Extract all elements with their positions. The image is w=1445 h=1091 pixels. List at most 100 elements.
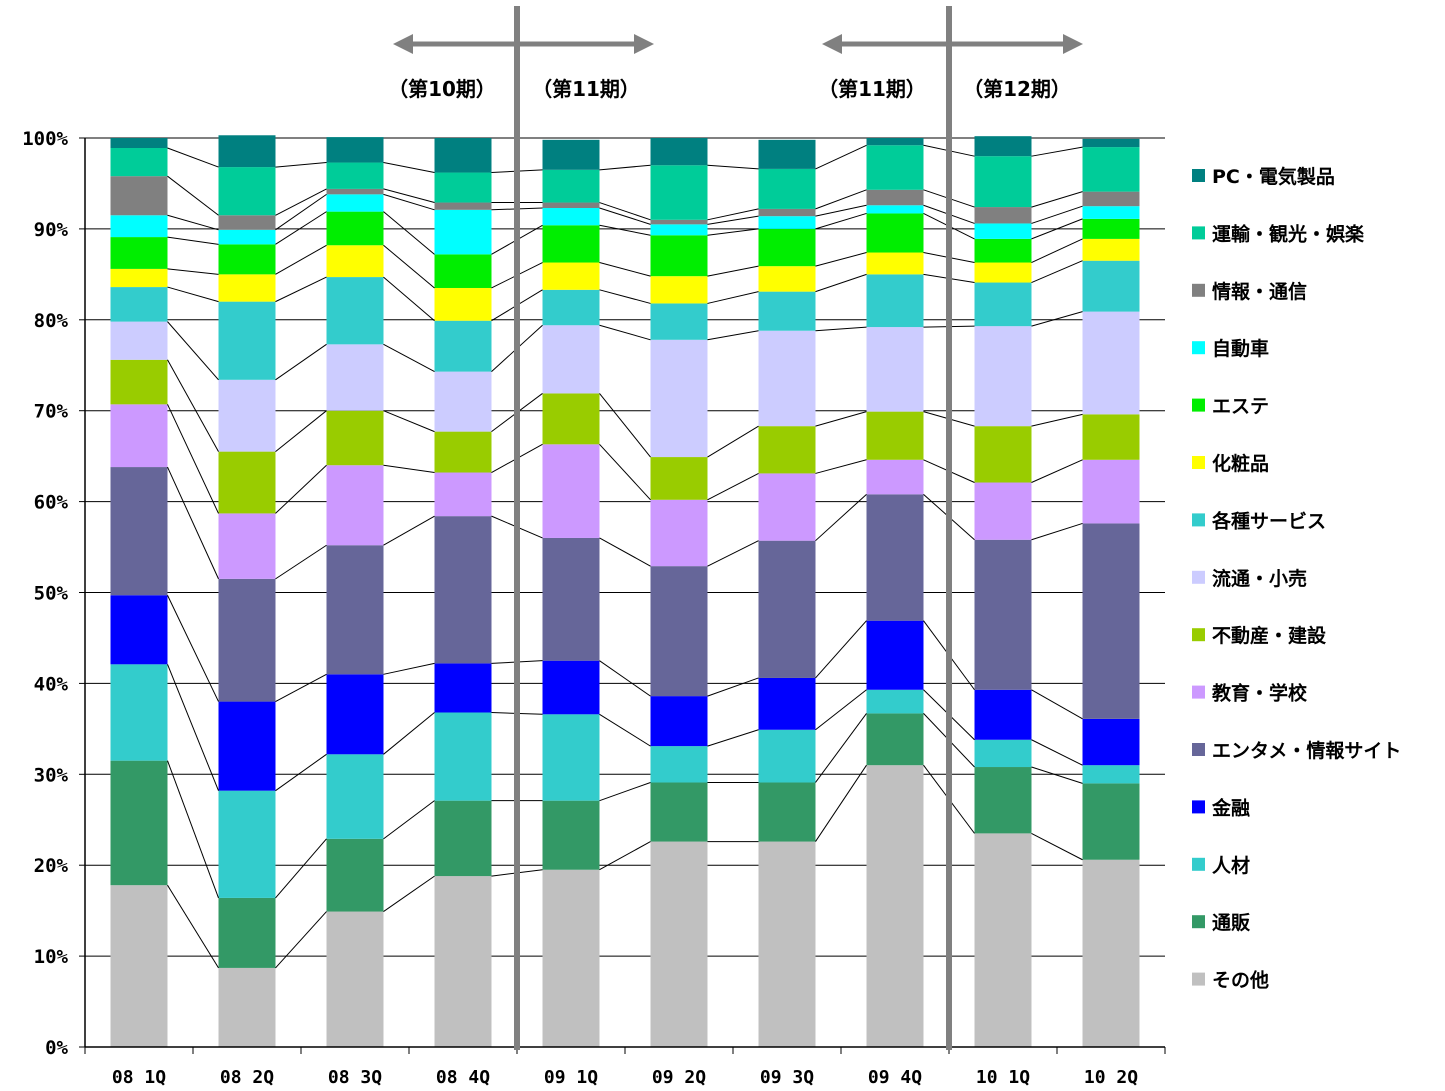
bar-segment	[326, 838, 384, 912]
bar-segment	[218, 215, 276, 230]
connector-line	[815, 713, 867, 783]
connector-line	[1031, 766, 1083, 784]
legend-swatch	[1192, 513, 1205, 527]
legend-swatch	[1192, 456, 1205, 469]
bar-segment	[542, 225, 600, 263]
connector-line	[275, 211, 327, 245]
bar-segment	[1082, 523, 1140, 719]
bar-segment	[1082, 218, 1140, 239]
connector-line	[1031, 689, 1083, 720]
bar-segment	[1082, 859, 1140, 1047]
connector-line	[167, 236, 219, 245]
connector-line	[707, 729, 759, 747]
connector-line	[167, 466, 219, 580]
bar-segment	[758, 782, 816, 842]
bar-segment	[650, 566, 708, 697]
connector-line	[599, 202, 651, 221]
connector-line	[275, 544, 327, 580]
bar-segment	[974, 326, 1032, 427]
bar-segment	[434, 472, 492, 517]
y-tick-label: 10%	[34, 946, 69, 968]
connector-line	[599, 324, 651, 341]
bar-segment	[218, 167, 276, 216]
bar-segment	[974, 207, 1032, 224]
connector-line	[815, 459, 867, 474]
bar-segment	[974, 739, 1032, 768]
bar-segment	[218, 135, 276, 168]
connector-lines	[167, 144, 1083, 969]
bar-segment	[542, 289, 600, 326]
bar-segment	[758, 266, 816, 292]
bar-segment	[650, 235, 708, 277]
connector-line	[707, 291, 759, 304]
connector-line	[383, 343, 435, 373]
bar-segment	[110, 595, 168, 665]
period-label: （第12期）	[963, 77, 1071, 101]
bar-segment	[974, 426, 1032, 483]
bar-segment	[1082, 765, 1140, 784]
bar-segment	[218, 513, 276, 579]
bar-segment	[650, 746, 708, 783]
bar-segment	[542, 660, 600, 715]
connector-line	[815, 273, 867, 293]
axes	[79, 137, 1166, 1054]
bar-segment	[110, 176, 168, 216]
period-label: （第10期）	[388, 77, 496, 101]
connector-line	[1031, 205, 1083, 224]
legend-swatch	[1192, 570, 1205, 584]
bar-segment	[758, 291, 816, 331]
connector-line	[599, 164, 651, 171]
connector-line	[599, 443, 651, 501]
bar-segment	[758, 473, 816, 541]
connector-line	[815, 189, 867, 210]
legend-label: 教育・学校	[1212, 682, 1308, 705]
legend-label: 自動車	[1212, 337, 1269, 360]
y-tick-label: 0%	[45, 1037, 68, 1059]
legend-swatch	[1192, 972, 1205, 986]
x-tick-label: 10 1Q	[976, 1067, 1030, 1088]
bar-segment	[326, 344, 384, 411]
connector-line	[383, 464, 435, 474]
legend-swatch	[1192, 800, 1205, 814]
bar-segment	[326, 545, 384, 675]
bar-segment	[866, 252, 924, 275]
bar-segment	[542, 262, 600, 290]
legend-label: 金融	[1211, 796, 1250, 819]
bar-segment	[650, 224, 708, 236]
legend-label: 化粧品	[1212, 452, 1269, 475]
bar-segment	[542, 139, 600, 170]
x-tick-label: 09 3Q	[760, 1067, 814, 1088]
x-tick-label: 08 2Q	[220, 1067, 274, 1088]
bar-segment	[1082, 206, 1140, 219]
bar-segment	[434, 431, 492, 473]
bar-segment	[434, 287, 492, 321]
bar-segment	[542, 169, 600, 203]
connector-line	[599, 207, 651, 225]
connector-line	[167, 147, 219, 168]
legend-label: エステ	[1212, 396, 1269, 418]
bar-segment	[434, 138, 492, 173]
bar-segment	[866, 689, 924, 714]
bar-segment	[866, 274, 924, 328]
connector-line	[707, 164, 759, 170]
bar-segment	[758, 330, 816, 427]
bar-segment	[650, 457, 708, 500]
bar-segment	[758, 426, 816, 474]
bar-segment	[110, 404, 168, 468]
legend-swatch	[1192, 283, 1205, 297]
bar-segment	[110, 287, 168, 322]
bar-segment	[974, 767, 1032, 834]
connector-line	[1031, 522, 1083, 541]
bar-segment	[542, 393, 600, 445]
bar-segment	[218, 301, 276, 380]
bar-segment	[650, 303, 708, 340]
bar-segment	[434, 172, 492, 203]
bar-segment	[218, 790, 276, 898]
legend-swatch	[1192, 226, 1205, 240]
connector-line	[815, 411, 867, 427]
bar-segment	[542, 202, 600, 208]
x-tick-label: 08 1Q	[112, 1067, 166, 1088]
bar-segment	[326, 188, 384, 195]
connector-line	[1031, 413, 1083, 427]
bar-segment	[218, 451, 276, 514]
